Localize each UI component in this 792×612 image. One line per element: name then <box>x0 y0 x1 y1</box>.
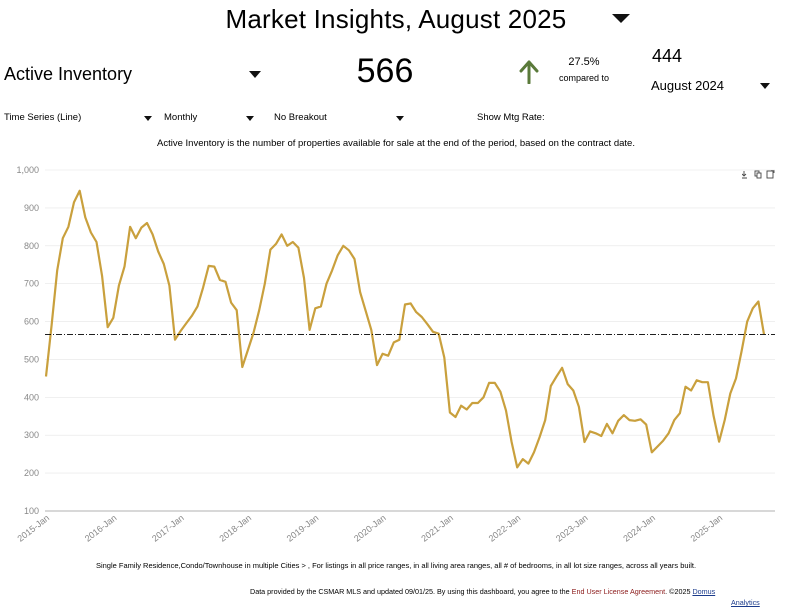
chart-toolbar <box>742 170 775 179</box>
chart-type-dropdown-arrow-icon[interactable] <box>144 116 152 121</box>
x-tick-label: 2016-Jan <box>83 513 119 544</box>
period-dropdown-arrow-icon[interactable] <box>760 83 770 89</box>
footer-text: Data provided by the CSMAR MLS and updat… <box>250 587 715 596</box>
license-link[interactable]: End User License Agreement <box>571 587 666 596</box>
footer-copyright: . ©2025 <box>665 587 691 596</box>
interval-dropdown-arrow-icon[interactable] <box>246 116 254 121</box>
x-tick-label: 2022-Jan <box>487 513 523 544</box>
y-tick-label: 200 <box>24 468 39 478</box>
brand-link[interactable]: Domus <box>692 587 716 596</box>
x-tick-label: 2017-Jan <box>150 513 186 544</box>
compared-to-label: compared to <box>558 73 610 83</box>
metric-selector[interactable]: Active Inventory <box>4 64 133 84</box>
x-tick-label: 2025-Jan <box>689 513 725 544</box>
x-tick-label: 2020-Jan <box>352 513 388 544</box>
y-tick-label: 1,000 <box>16 165 39 175</box>
interval-selector[interactable]: Monthly <box>164 112 198 123</box>
y-tick-label: 100 <box>24 506 39 516</box>
breakout-selector[interactable]: No Breakout <box>274 112 327 123</box>
x-tick-label: 2015-Jan <box>15 513 51 544</box>
y-tick-label: 300 <box>24 430 39 440</box>
footer-data-source: Data provided by the CSMAR MLS and updat… <box>250 587 570 596</box>
y-tick-label: 600 <box>24 317 39 327</box>
breakout-dropdown-arrow-icon[interactable] <box>396 116 404 121</box>
mortgage-rate-toggle-label[interactable]: Show Mtg Rate: <box>477 112 545 123</box>
download-icon[interactable] <box>742 171 747 179</box>
x-tick-label: 2018-Jan <box>217 513 253 544</box>
change-percent: 27.5% <box>568 56 600 68</box>
y-tick-label: 400 <box>24 392 39 402</box>
series-line <box>44 189 766 469</box>
filters-summary: Single Family Residence,Condo/Townhouse … <box>95 561 697 570</box>
up-arrow-icon <box>519 60 539 84</box>
x-tick-label: 2021-Jan <box>419 513 455 544</box>
line-chart: 100 200 300 400 500 600 700 800 900 1,000 2015-Ja… <box>15 165 775 544</box>
y-tick-label: 700 <box>24 279 39 289</box>
chart-type-selector[interactable]: Time Series (Line) <box>4 112 82 123</box>
metric-dropdown-arrow-icon[interactable] <box>249 71 261 78</box>
comparison-period-selector[interactable]: August 2024 <box>651 78 725 93</box>
expand-icon[interactable] <box>766 170 775 179</box>
x-tick-label: 2023-Jan <box>554 513 590 544</box>
copy-icon[interactable] <box>754 170 762 179</box>
current-value: 566 <box>356 52 414 90</box>
y-tick-label: 900 <box>24 203 39 213</box>
y-tick-label: 800 <box>24 241 39 251</box>
title-dropdown-arrow-icon[interactable] <box>612 14 630 23</box>
x-tick-label: 2019-Jan <box>285 513 321 544</box>
previous-value: 444 <box>652 46 683 66</box>
page-title: Market Insights, August 2025 <box>225 4 567 34</box>
brand-link-line2[interactable]: Analytics <box>731 598 760 607</box>
y-tick-label: 500 <box>24 354 39 364</box>
x-tick-label: 2024-Jan <box>621 513 657 544</box>
chart-description: Active Inventory is the number of proper… <box>157 138 635 149</box>
